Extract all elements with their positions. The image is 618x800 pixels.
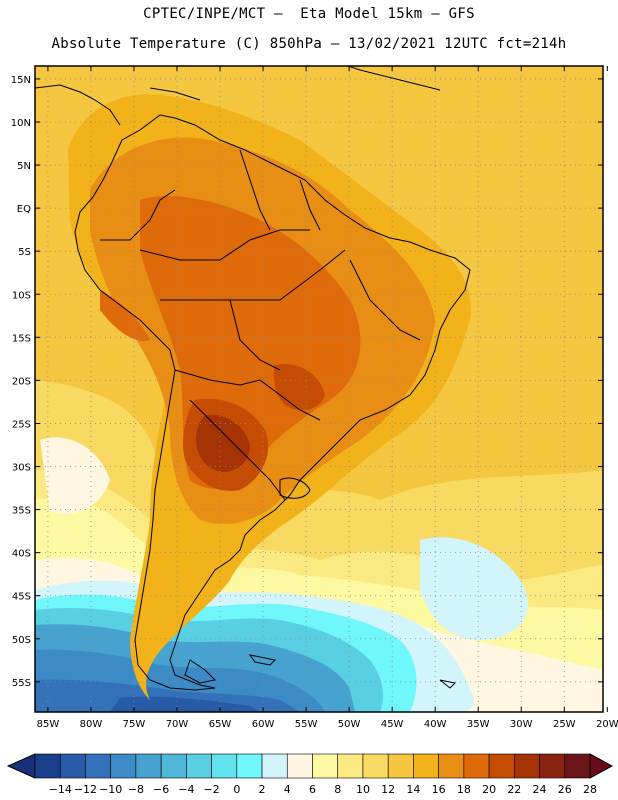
colorbar-label: −14 xyxy=(49,783,72,796)
colorbar-label: 2 xyxy=(259,783,266,796)
colorbar-swatch xyxy=(160,753,187,779)
colorbar-label: −12 xyxy=(74,783,97,796)
longitude-labels: 85W 80W 75W 70W 65W 60W 55W 50W 45W 40W 35W 30W 25W 2… xyxy=(37,719,618,730)
lat-label: 15N xyxy=(11,75,31,86)
colorbar-label: 16 xyxy=(432,783,446,796)
lon-label: 65W xyxy=(209,719,232,730)
lat-label: 50S xyxy=(12,635,31,646)
lat-label: EQ xyxy=(17,204,31,215)
colorbar-label: 24 xyxy=(533,783,547,796)
map-frame xyxy=(34,65,604,713)
colorbar-label: 26 xyxy=(558,783,572,796)
lat-label: 5N xyxy=(17,161,31,172)
colorbar-label: 22 xyxy=(507,783,521,796)
lon-label: 80W xyxy=(80,719,103,730)
colorbar-swatch xyxy=(362,753,389,779)
temperature-field xyxy=(35,66,603,712)
lat-label: 10S xyxy=(12,290,31,301)
lat-label: 10N xyxy=(11,118,31,129)
colorbar-label: 6 xyxy=(309,783,316,796)
colorbar-swatch xyxy=(211,753,238,779)
lat-label: 55S xyxy=(12,678,31,689)
colorbar-label: 10 xyxy=(356,783,370,796)
lat-label: 35S xyxy=(12,506,31,517)
lat-label: 30S xyxy=(12,463,31,474)
coastlines xyxy=(35,66,471,691)
lon-label: 20W xyxy=(596,719,618,730)
colorbar-label: 28 xyxy=(583,783,597,796)
lon-label: 35W xyxy=(467,719,490,730)
colorbar-label: 4 xyxy=(284,783,291,796)
lon-label: 50W xyxy=(338,719,361,730)
map-title-line1: CPTEC/INPE/MCT – Eta Model 15km – GFS xyxy=(143,6,475,22)
colorbar-swatch xyxy=(337,753,364,779)
colorbar-swatch xyxy=(564,753,591,779)
colorbar-label: 18 xyxy=(457,783,471,796)
lat-label: 20S xyxy=(12,376,31,387)
axis-ticks xyxy=(35,66,608,712)
colorbar-swatch xyxy=(463,753,490,779)
colorbar-swatch xyxy=(236,753,263,779)
lat-label: 40S xyxy=(12,549,31,560)
colorbar-min-arrow xyxy=(6,753,36,779)
lat-label: 15S xyxy=(12,333,31,344)
colorbar-swatch xyxy=(135,753,162,779)
colorbar-label: 0 xyxy=(233,783,240,796)
colorbar-swatch xyxy=(488,753,515,779)
colorbar-swatch xyxy=(387,753,414,779)
colorbar-swatch xyxy=(261,753,288,779)
colorbar-label: 12 xyxy=(381,783,395,796)
lat-label: 25S xyxy=(12,419,31,430)
colorbar-label: 8 xyxy=(334,783,341,796)
colorbar-max-arrow xyxy=(589,753,614,779)
lat-label: 45S xyxy=(12,592,31,603)
colorbar: −14 −12 −10 −8 −6 −4 −2 0 2 4 6 8 10 12 14 16 18 20 22 24 26… xyxy=(6,753,614,796)
lon-label: 85W xyxy=(37,719,60,730)
colorbar-label: 14 xyxy=(406,783,420,796)
colorbar-swatch xyxy=(413,753,439,779)
colorbar-label: −8 xyxy=(128,783,144,796)
colorbar-swatch xyxy=(539,753,566,779)
colorbar-swatch xyxy=(186,753,212,779)
lon-label: 75W xyxy=(123,719,146,730)
lon-label: 60W xyxy=(252,719,275,730)
colorbar-label: 20 xyxy=(482,783,496,796)
colorbar-swatch xyxy=(59,753,86,779)
colorbar-swatch xyxy=(514,753,540,779)
latitude-labels: 15N 10N 5N EQ 5S 10S 15S 20S 25S 30S 35S 40S 45S 50S 5… xyxy=(11,75,31,689)
colorbar-swatch xyxy=(85,753,111,779)
colorbar-label: −2 xyxy=(203,783,219,796)
lon-label: 70W xyxy=(166,719,189,730)
lon-label: 25W xyxy=(553,719,576,730)
colorbar-swatch xyxy=(312,753,339,779)
map-title-line2: Absolute Temperature (C) 850hPa – 13/02/… xyxy=(51,36,567,52)
colorbar-label: −4 xyxy=(178,783,194,796)
lon-label: 55W xyxy=(295,719,318,730)
lon-label: 40W xyxy=(424,719,447,730)
colorbar-label: −6 xyxy=(153,783,169,796)
colorbar-swatch xyxy=(110,753,137,779)
lon-label: 30W xyxy=(510,719,533,730)
colorbar-swatch xyxy=(438,753,465,779)
lon-label: 45W xyxy=(381,719,404,730)
colorbar-swatch xyxy=(286,753,313,779)
lat-label: 5S xyxy=(18,247,31,258)
colorbar-label: −10 xyxy=(99,783,122,796)
colorbar-swatch xyxy=(34,753,61,779)
